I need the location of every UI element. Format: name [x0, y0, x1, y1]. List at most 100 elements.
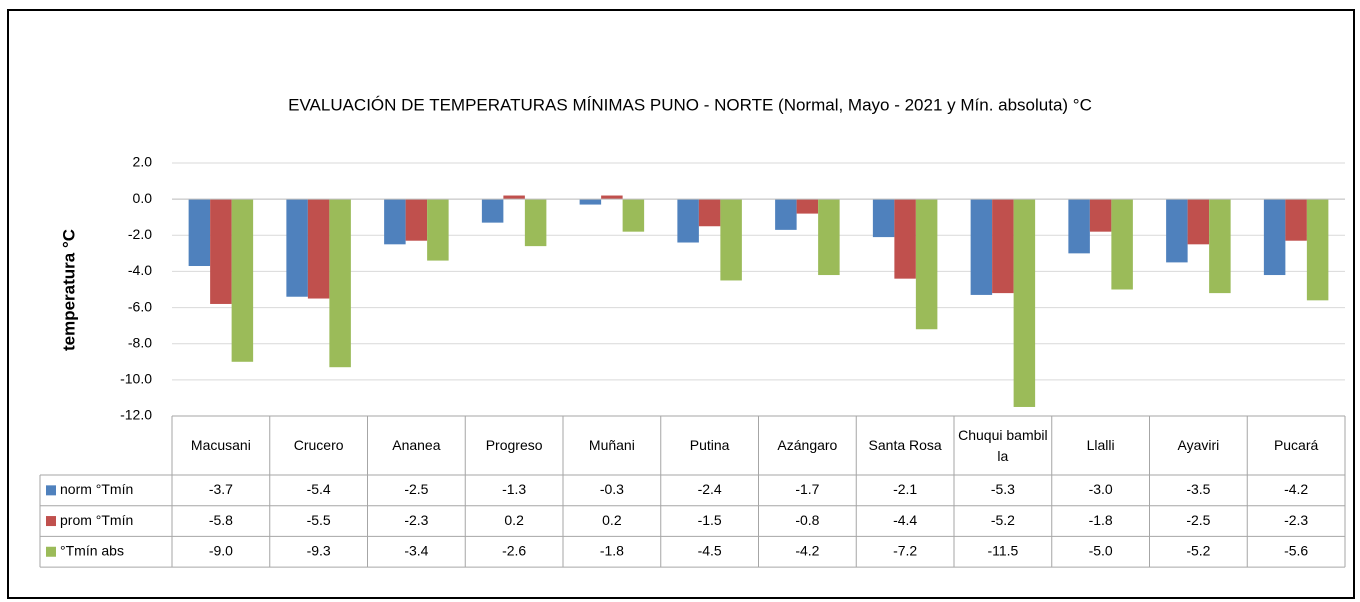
- table-value: 0.2: [602, 512, 622, 528]
- bar: [307, 199, 330, 299]
- bar: [188, 199, 211, 267]
- table-value: -2.3: [1284, 512, 1308, 528]
- bar: [427, 199, 449, 261]
- category-cell: Santa Rosa: [868, 437, 942, 453]
- table-value: -4.2: [1284, 481, 1308, 497]
- table-value: -5.6: [1284, 542, 1308, 558]
- bar: [720, 199, 742, 281]
- bar: [210, 199, 232, 304]
- bar: [1187, 199, 1210, 245]
- x-tick-label: Llalli: [1086, 437, 1115, 453]
- category-cell: Muñani: [588, 437, 635, 453]
- legend-swatch: [46, 485, 56, 496]
- table-value: -1.8: [600, 542, 624, 558]
- table-value: -4.4: [893, 512, 917, 528]
- x-tick-label: Ayaviri: [1177, 437, 1220, 453]
- bar: [1068, 199, 1090, 254]
- y-tick-label: -12.0: [120, 407, 152, 423]
- bar: [872, 199, 895, 238]
- x-tick-label: Santa Rosa: [868, 437, 942, 453]
- x-tick-label: Azángaro: [777, 437, 838, 453]
- y-tick-label: 0.0: [133, 190, 153, 206]
- x-tick-label: Ananea: [392, 437, 441, 453]
- x-tick-label: Chuqui bambilla: [958, 426, 1048, 464]
- table-value: -11.5: [987, 542, 1018, 558]
- table-value: -1.3: [502, 481, 526, 497]
- bar: [1013, 199, 1036, 407]
- category-cell: Pucará: [1273, 437, 1319, 453]
- bar: [1306, 199, 1329, 301]
- category-cell: Chuqui bambilla: [958, 426, 1048, 464]
- legend-label: norm °Tmín: [60, 481, 133, 497]
- bar: [698, 199, 721, 227]
- category-cell: Llalli: [1086, 437, 1115, 453]
- bar: [481, 199, 504, 223]
- table-value: -5.0: [1089, 542, 1113, 558]
- table-value: 0.2: [504, 512, 524, 528]
- table-value: -4.2: [795, 542, 819, 558]
- bar: [286, 199, 308, 297]
- bar: [818, 199, 840, 276]
- legend-label: °Tmín abs: [60, 542, 124, 558]
- table-value: -1.5: [698, 512, 722, 528]
- table-value: -0.8: [795, 512, 819, 528]
- table-value: -4.5: [698, 542, 722, 558]
- category-cell: Azángaro: [777, 437, 838, 453]
- category-cell: Macusani: [190, 437, 251, 453]
- table-value: -0.3: [600, 481, 624, 497]
- table-value: -2.3: [404, 512, 428, 528]
- chart-title: EVALUACIÓN DE TEMPERATURAS MÍNIMAS PUNO …: [288, 95, 1092, 114]
- legend-swatch: [46, 516, 56, 527]
- bar: [1209, 199, 1231, 294]
- bar: [405, 199, 428, 241]
- bar: [329, 199, 351, 368]
- table-value: -5.5: [307, 512, 331, 528]
- bar: [622, 199, 645, 232]
- y-tick-label: -6.0: [128, 298, 152, 314]
- table-value: -1.8: [1089, 512, 1113, 528]
- bar: [1285, 199, 1307, 241]
- category-cell: Ananea: [392, 437, 441, 453]
- table-value: -5.8: [209, 512, 233, 528]
- table-value: -3.5: [1186, 481, 1210, 497]
- table-value: -3.4: [404, 542, 428, 558]
- x-tick-label: Pucará: [1273, 437, 1319, 453]
- bar: [524, 199, 547, 247]
- table-value: -5.2: [1186, 542, 1210, 558]
- y-axis-label: temperatura °C: [59, 229, 78, 351]
- bar: [796, 199, 819, 214]
- y-tick-label: -8.0: [128, 334, 152, 350]
- bar: [992, 199, 1014, 294]
- category-cell: Progreso: [485, 437, 543, 453]
- category-cell: Crucero: [294, 437, 344, 453]
- y-tick-label: -2.0: [128, 226, 152, 242]
- x-tick-label: Macusani: [190, 437, 251, 453]
- table-value: -2.4: [698, 481, 722, 497]
- x-tick-label: Muñani: [588, 437, 635, 453]
- bar: [503, 195, 525, 200]
- table-value: -2.6: [502, 542, 526, 558]
- bar: [894, 199, 916, 279]
- x-tick-label: Progreso: [485, 437, 543, 453]
- table-value: -5.2: [991, 512, 1015, 528]
- table-value: -9.0: [209, 542, 233, 558]
- bar: [970, 199, 993, 295]
- bar: [384, 199, 406, 245]
- bar: [1263, 199, 1286, 276]
- table-value: -5.4: [307, 481, 331, 497]
- table-value: -2.5: [1186, 512, 1210, 528]
- legend-swatch: [46, 546, 56, 557]
- table-value: -7.2: [893, 542, 917, 558]
- table-value: -2.1: [893, 481, 917, 497]
- bar: [775, 199, 797, 230]
- category-cell: Ayaviri: [1177, 437, 1220, 453]
- bar: [1089, 199, 1112, 232]
- bar: [1166, 199, 1188, 263]
- bar: [231, 199, 254, 362]
- table-value: -3.7: [209, 481, 233, 497]
- bar: [1111, 199, 1133, 290]
- x-tick-label: Putina: [689, 437, 730, 453]
- y-tick-label: -10.0: [120, 371, 152, 387]
- table-value: -5.3: [991, 481, 1015, 497]
